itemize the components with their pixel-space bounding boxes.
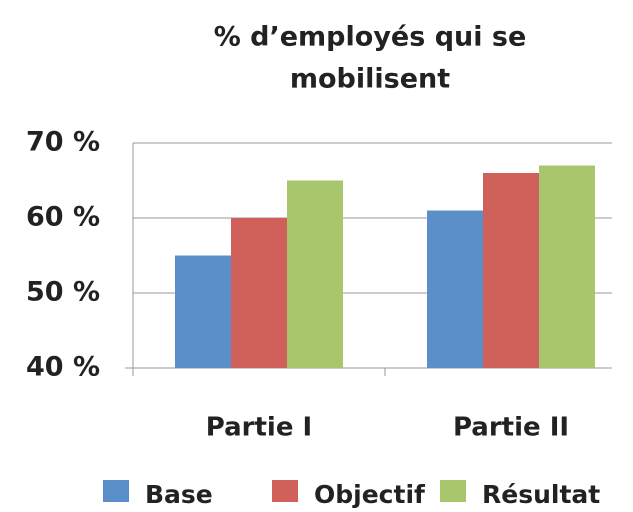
- legend-label: Résultat: [482, 480, 600, 509]
- x-tick-label: Partie II: [453, 413, 569, 443]
- legend-label: Base: [145, 480, 213, 509]
- y-tick-label: 70 %: [26, 127, 100, 158]
- bar: [427, 210, 483, 368]
- y-tick-label: 60 %: [26, 202, 100, 233]
- bar: [231, 218, 287, 368]
- chart-title: mobilisent: [290, 64, 450, 95]
- bar: [175, 255, 231, 368]
- legend-swatch: [440, 480, 466, 502]
- bar: [539, 165, 595, 368]
- bar: [287, 180, 343, 368]
- bar: [483, 173, 539, 368]
- x-tick-label: Partie I: [206, 413, 312, 443]
- y-tick-label: 50 %: [26, 277, 100, 308]
- legend-swatch: [272, 480, 298, 502]
- legend-swatch: [103, 480, 129, 502]
- chart-title: % d’employés qui se: [214, 22, 527, 53]
- legend-label: Objectif: [314, 480, 426, 509]
- y-tick-label: 40 %: [26, 352, 100, 383]
